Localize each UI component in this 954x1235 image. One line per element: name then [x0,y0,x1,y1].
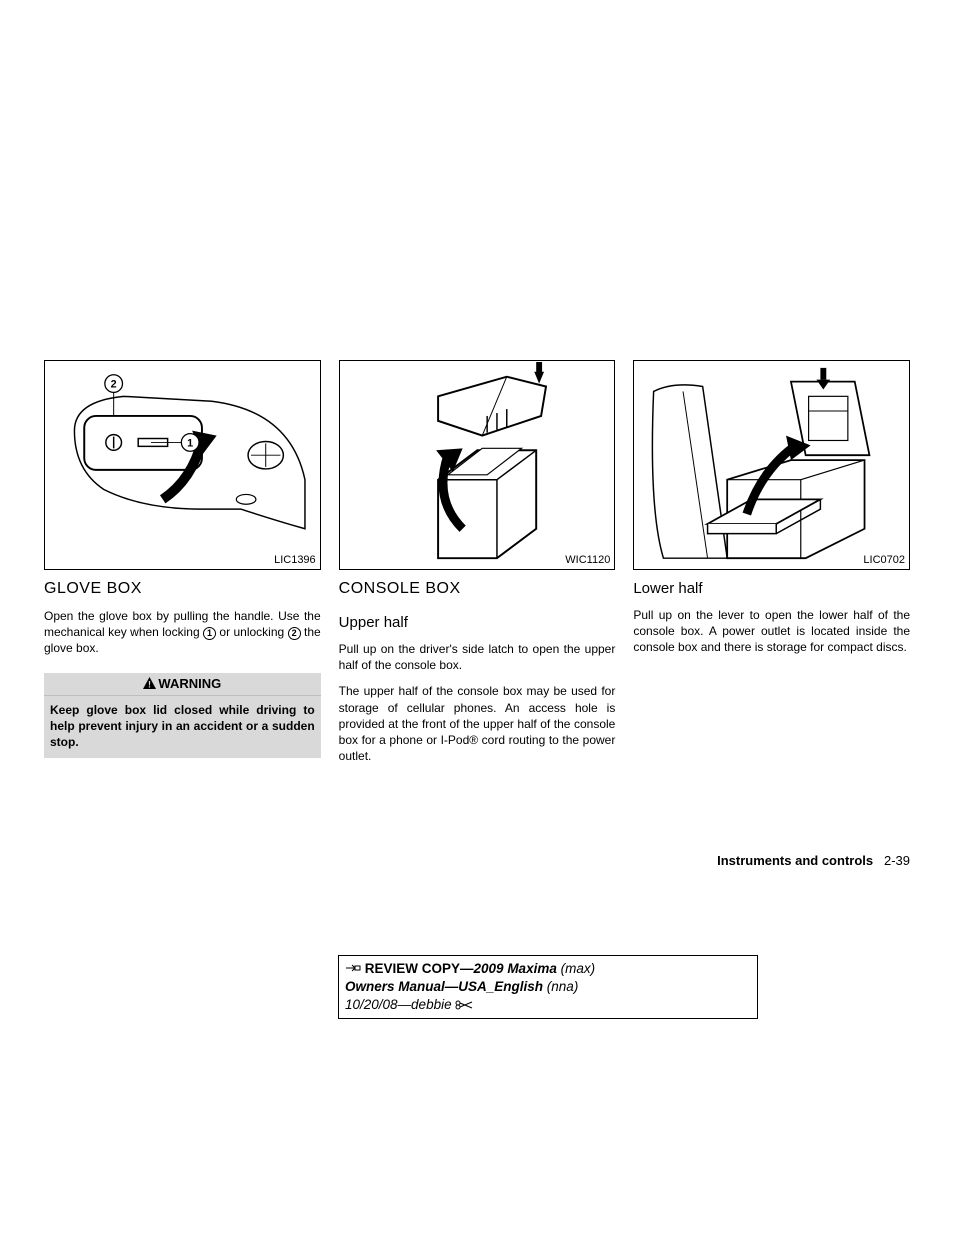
text-fragment: or unlocking [216,625,288,639]
subheading-lower: Lower half [633,580,910,597]
console-upper-diagram [340,361,615,569]
circled-1: 1 [203,627,216,640]
footer-page: 2-39 [884,853,910,868]
page-content: 1 2 LIC1396 GLOVE BOX Open the glove box… [0,0,954,774]
warning-block: ! WARNING Keep glove box lid closed whil… [44,673,321,759]
review-text: 10/20/08—debbie [345,997,452,1012]
figure-glovebox: 1 2 LIC1396 [44,360,321,570]
column-1: 1 2 LIC1396 GLOVE BOX Open the glove box… [44,360,321,774]
review-text: 2009 Maxima [474,961,557,976]
column-3: LIC0702 Lower half Pull up on the lever … [633,360,910,774]
figure-id: WIC1120 [565,554,610,566]
review-copy-box: REVIEW COPY—2009 Maxima (max) Owners Man… [338,955,758,1019]
page-footer: Instruments and controls 2-39 [717,853,910,868]
review-text: REVIEW COPY— [365,961,474,976]
figure-id: LIC1396 [274,554,316,566]
figure-console-lower: LIC0702 [633,360,910,570]
review-text: (nna) [543,979,578,994]
circled-2: 2 [288,627,301,640]
glovebox-paragraph: Open the glove box by pulling the handle… [44,608,321,657]
glovebox-diagram: 1 2 [45,361,320,569]
subheading-upper: Upper half [339,614,616,631]
review-text: Owners Manual—USA_English [345,979,543,994]
warning-label: WARNING [158,676,221,691]
warning-header: ! WARNING [44,673,321,696]
console-lower-diagram [634,361,909,569]
heading-consolebox: CONSOLE BOX [339,580,616,598]
warning-text: Keep glove box lid closed while driving … [44,696,321,759]
warning-icon: ! [143,677,156,692]
column-2: WIC1120 CONSOLE BOX Upper half Pull up o… [339,360,616,774]
figure-console-upper: WIC1120 [339,360,616,570]
review-line-1: REVIEW COPY—2009 Maxima (max) [345,960,751,978]
review-line-3: 10/20/08—debbie [345,996,751,1014]
footer-section: Instruments and controls [717,853,873,868]
svg-text:!: ! [148,679,151,689]
review-text: (max) [557,961,595,976]
heading-glovebox: GLOVE BOX [44,580,321,598]
console-upper-p1: Pull up on the driver's side latch to op… [339,641,616,673]
diagram-label-1: 1 [187,437,193,449]
console-upper-p2: The upper half of the console box may be… [339,683,616,764]
pointer-icon [345,961,365,976]
cut-icon [455,997,473,1012]
diagram-label-2: 2 [111,379,117,391]
console-lower-p1: Pull up on the lever to open the lower h… [633,607,910,656]
review-line-2: Owners Manual—USA_English (nna) [345,978,751,996]
figure-id: LIC0702 [863,554,905,566]
